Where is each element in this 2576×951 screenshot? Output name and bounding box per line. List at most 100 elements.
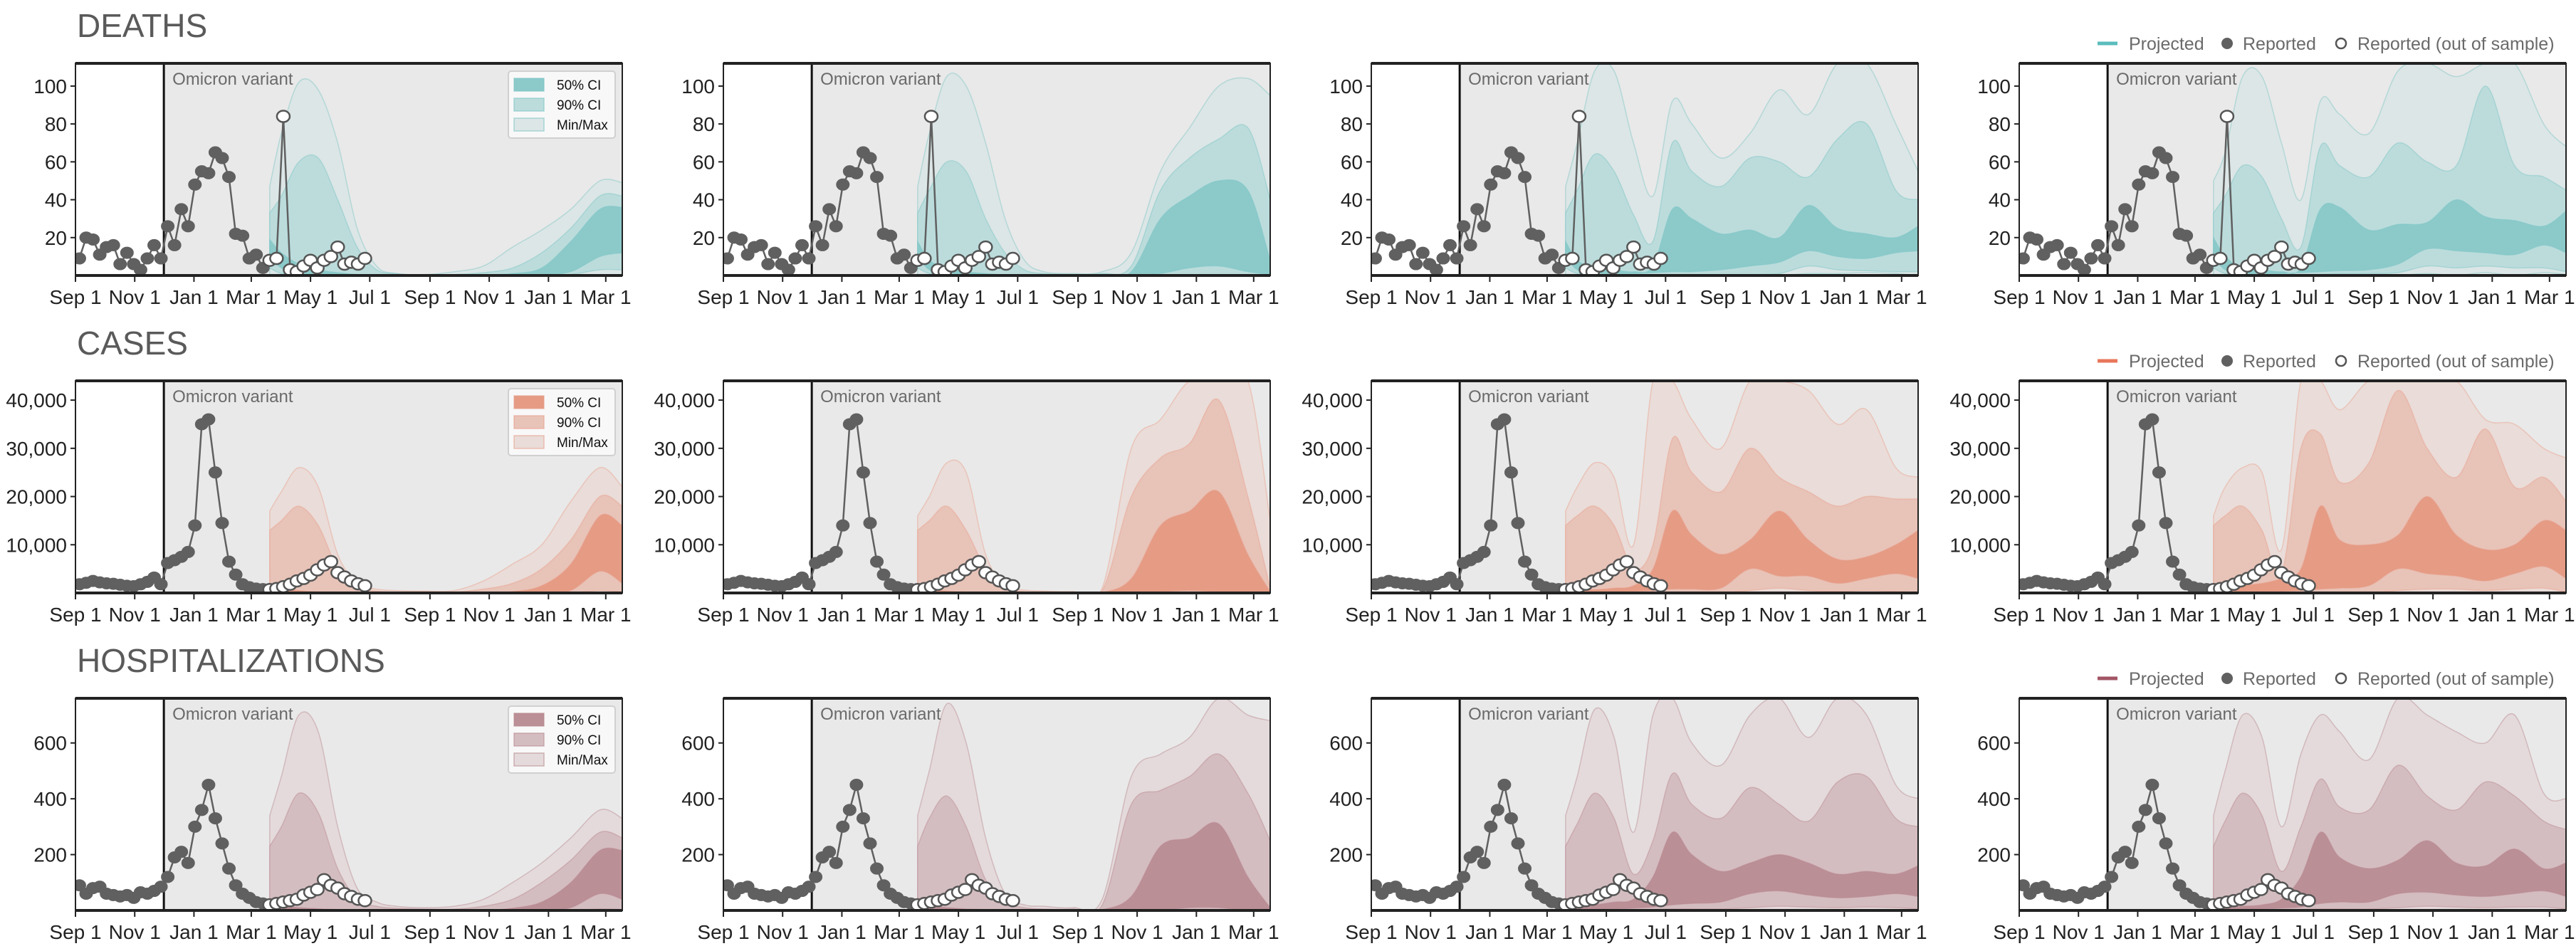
y-tick-label: 40 bbox=[693, 189, 715, 211]
reported-point-out-of-sample bbox=[978, 240, 993, 254]
reported-point bbox=[1524, 879, 1539, 892]
panel-deaths-2: Omicron variant 20 40 60 80 100 Sep 1 Nov 1 Jan … bbox=[681, 62, 1279, 308]
omicron-label: Omicron variant bbox=[2116, 70, 2237, 89]
reported-point-out-of-sample bbox=[2267, 250, 2283, 263]
reported-point bbox=[208, 812, 222, 825]
x-tick-label: Jan 1 bbox=[2113, 921, 2162, 943]
x-tick-label: Jul 1 bbox=[349, 286, 391, 308]
y-tick-label: 20,000 bbox=[1302, 486, 1363, 508]
reported-dot-swatch bbox=[2221, 355, 2233, 367]
reported-point bbox=[802, 881, 816, 893]
reported-point bbox=[1504, 812, 1518, 825]
reported-point bbox=[2118, 203, 2132, 216]
reported-point bbox=[1371, 252, 1382, 265]
reported-point bbox=[2159, 517, 2173, 530]
y-tick-label: 20 bbox=[693, 227, 715, 249]
x-tick-label: Nov 1 bbox=[1405, 604, 1457, 626]
y-tick-label: 400 bbox=[33, 788, 67, 810]
reported-point bbox=[836, 178, 850, 191]
reported-point-out-of-sample bbox=[971, 555, 987, 569]
x-tick-label: Nov 1 bbox=[464, 286, 515, 308]
reported-point-out-of-sample bbox=[323, 250, 339, 263]
reported-point bbox=[201, 779, 216, 792]
y-tick-label: 20,000 bbox=[1949, 486, 2011, 508]
series-legend: Projected Reported Reported (out of sample… bbox=[2098, 352, 2555, 372]
x-tick-label: Mar 1 bbox=[2524, 921, 2575, 943]
reported-point-out-of-sample bbox=[310, 883, 325, 896]
x-tick-label: Mar 1 bbox=[2524, 286, 2575, 308]
y-tick-label: 20,000 bbox=[654, 486, 715, 508]
reported-point bbox=[2125, 545, 2139, 558]
panel-cases-1: Omicron variant 10,000 20,000 30,000 40,000 S… bbox=[6, 379, 632, 626]
reported-point bbox=[2111, 238, 2125, 251]
reported-point bbox=[154, 252, 168, 265]
reported-point bbox=[1450, 578, 1464, 591]
reported-point bbox=[1436, 252, 1450, 265]
reported-point bbox=[1477, 220, 1491, 233]
reported-point-out-of-sample bbox=[1565, 251, 1580, 266]
reported-point bbox=[2132, 519, 2146, 532]
reported-point bbox=[2098, 252, 2112, 265]
x-tick-label: Nov 1 bbox=[464, 921, 515, 943]
omicron-label: Omicron variant bbox=[820, 387, 941, 406]
reported-point bbox=[1484, 178, 1498, 191]
reported-point bbox=[236, 229, 250, 242]
panel-hospitalizations-1: Omicron variant 200 400 600 Sep 1 Nov 1 Jan 1 M… bbox=[33, 697, 632, 943]
reported-point bbox=[201, 413, 216, 426]
reported-point bbox=[863, 837, 877, 850]
x-tick-label: Nov 1 bbox=[2053, 286, 2105, 308]
reported-point bbox=[815, 238, 829, 251]
reported-point bbox=[754, 238, 768, 251]
reported-point bbox=[897, 248, 911, 261]
ci-legend-label: 90% CI bbox=[557, 98, 601, 113]
x-tick-label: Sep 1 bbox=[49, 921, 101, 943]
reported-point bbox=[1518, 862, 1532, 875]
reported-point-out-of-sample bbox=[2274, 240, 2289, 254]
ci-swatch-ci90 bbox=[513, 732, 545, 747]
reported-point bbox=[1470, 203, 1485, 216]
x-tick-label: Jan 1 bbox=[169, 921, 219, 943]
y-tick-label: 40,000 bbox=[654, 389, 715, 411]
x-tick-label: Jan 1 bbox=[1465, 286, 1514, 308]
x-tick-label: Sep 1 bbox=[2347, 286, 2399, 308]
x-tick-label: Sep 1 bbox=[1052, 286, 1104, 308]
x-tick-label: May 1 bbox=[283, 604, 337, 626]
reported-point bbox=[154, 881, 168, 893]
reported-point bbox=[215, 152, 229, 164]
x-tick-label: Sep 1 bbox=[404, 921, 456, 943]
band-ci50 bbox=[2213, 831, 2566, 910]
x-tick-label: Mar 1 bbox=[226, 286, 277, 308]
x-tick-label: Nov 1 bbox=[757, 604, 809, 626]
reported-point bbox=[154, 578, 168, 591]
reported-point bbox=[1457, 871, 1471, 883]
panel-hospitalizations-2: Omicron variant 200 400 600 Sep 1 Nov 1 Jan 1 M… bbox=[681, 697, 1279, 943]
reported-point bbox=[768, 246, 782, 259]
x-tick-label: Jul 1 bbox=[2293, 604, 2335, 626]
reported-point bbox=[215, 837, 229, 850]
reported-point bbox=[795, 238, 809, 251]
y-tick-label: 100 bbox=[33, 75, 67, 98]
reported-point bbox=[2152, 466, 2166, 479]
reported-point bbox=[1371, 879, 1382, 892]
reported-point bbox=[75, 879, 86, 892]
reported-point bbox=[822, 203, 837, 216]
reported-point bbox=[1443, 238, 1457, 251]
ci-swatch-ci50 bbox=[513, 395, 545, 409]
reported-point bbox=[1470, 846, 1485, 858]
x-tick-label: May 1 bbox=[1579, 604, 1633, 626]
reported-point bbox=[106, 238, 120, 251]
x-tick-label: Mar 1 bbox=[874, 286, 925, 308]
ci-swatch-ci90 bbox=[513, 415, 545, 429]
reported-point bbox=[120, 246, 134, 259]
band-ci50 bbox=[2213, 495, 2566, 593]
reported-point-out-of-sample bbox=[1571, 110, 1587, 123]
y-tick-label: 200 bbox=[681, 844, 715, 866]
ci-legend: 50% CI 90% CI Min/Max bbox=[508, 705, 616, 774]
reported-point bbox=[2172, 568, 2187, 581]
reported-point bbox=[1402, 238, 1416, 251]
x-tick-label: Jul 1 bbox=[1645, 604, 1687, 626]
y-tick-label: 600 bbox=[1977, 732, 2011, 755]
x-tick-label: May 1 bbox=[1579, 286, 1633, 308]
x-tick-label: Jan 1 bbox=[524, 921, 573, 943]
x-tick-label: Nov 1 bbox=[464, 604, 515, 626]
